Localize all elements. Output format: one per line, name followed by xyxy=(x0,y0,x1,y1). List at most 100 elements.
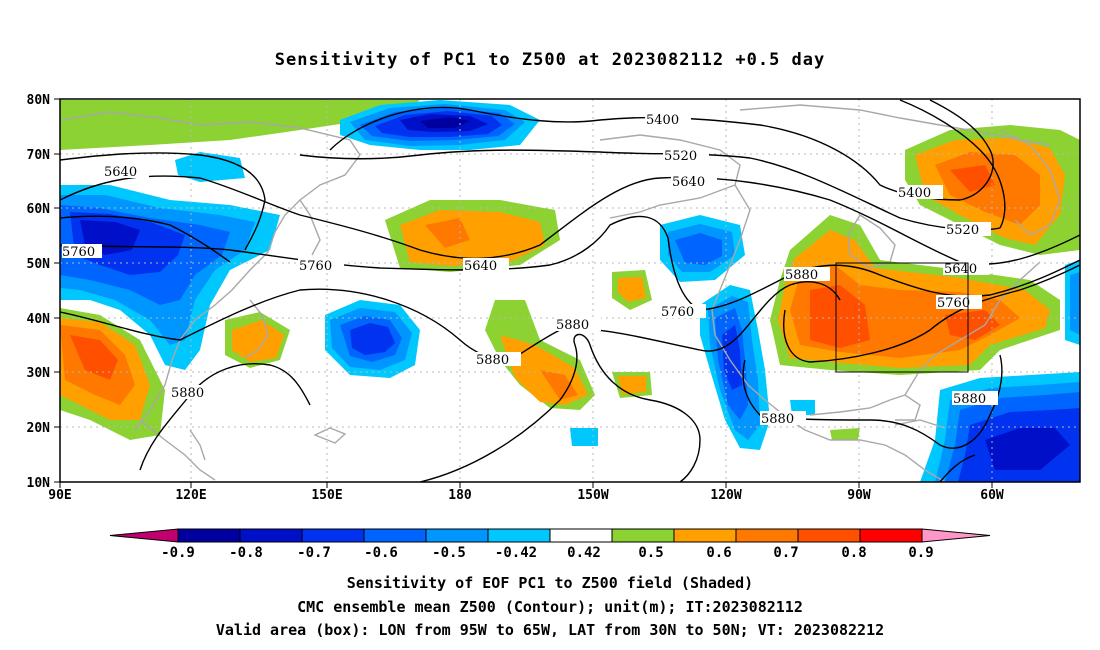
contour-5880-gulf xyxy=(742,354,1003,449)
svg-text:5880: 5880 xyxy=(171,386,204,401)
colorbar-label: 0.5 xyxy=(638,545,663,561)
coast-hudson xyxy=(847,214,896,269)
shade-e-mb xyxy=(1070,272,1080,335)
caption-shaded: Sensitivity of EOF PC1 to Z500 field (Sh… xyxy=(346,574,754,592)
colorbar-label: 0.9 xyxy=(908,545,933,561)
caption-valid-area: Valid area (box): LON from 95W to 65W, L… xyxy=(215,621,885,639)
contour-label: 5880 xyxy=(475,352,521,368)
lat-label: 50N xyxy=(27,257,51,272)
lat-label: 70N xyxy=(27,148,51,163)
lat-axis-labels: 80N 70N 60N 50N 40N 30N 20N 10N xyxy=(27,93,51,491)
svg-text:5520: 5520 xyxy=(946,223,979,238)
shade-japan-orange xyxy=(232,320,284,362)
shade-midpacific-dkorange xyxy=(425,218,470,248)
contour-label: 5880 xyxy=(760,411,806,427)
colorbar-arrow-low xyxy=(109,528,179,543)
colorbar-cell xyxy=(363,528,427,543)
contour-5760-w2 xyxy=(60,215,231,263)
contour-5880-sw xyxy=(139,363,311,471)
coast-philippines xyxy=(189,429,206,461)
shade-trop-lb xyxy=(570,428,598,446)
lon-label: 120W xyxy=(710,488,741,503)
contour-label: 5760 xyxy=(936,295,982,311)
svg-text:5520: 5520 xyxy=(664,149,697,164)
shade-sub-orange xyxy=(618,376,646,394)
colorbar-cells xyxy=(109,528,991,543)
coast-central-america xyxy=(804,429,946,482)
map-frame xyxy=(59,98,1081,483)
contour-label: 5880 xyxy=(784,267,830,283)
contour-label: 5880 xyxy=(555,317,601,333)
colorbar-label: 0.6 xyxy=(706,545,731,561)
colorbar-label: -0.7 xyxy=(297,545,331,561)
lat-label: 10N xyxy=(27,476,51,491)
contour-5880-carib xyxy=(939,454,976,482)
coast-japan xyxy=(244,299,269,359)
svg-text:5640: 5640 xyxy=(672,175,705,190)
contour-label: 5640 xyxy=(671,174,717,190)
lon-label: 180 xyxy=(448,488,472,503)
shade-gulf-green xyxy=(830,428,860,440)
coast-cuba xyxy=(894,419,946,429)
lon-label: 60W xyxy=(980,488,1004,503)
shade-us-orangered xyxy=(810,285,870,348)
svg-text:5640: 5640 xyxy=(104,165,137,180)
shade-n-darknavy xyxy=(420,117,470,128)
contour-labels: 5400 5520 5640 5760 5880 5640 5760 5880 … xyxy=(62,112,998,427)
contour-5520-east xyxy=(899,99,1006,229)
colorbar-label: -0.8 xyxy=(229,545,263,561)
contour-label: 5400 xyxy=(897,185,943,201)
shade-np-db xyxy=(350,323,395,355)
svg-text:5880: 5880 xyxy=(785,268,818,283)
lon-label: 90E xyxy=(48,488,71,503)
contour-5880-b xyxy=(783,264,1080,363)
contour-label: 5640 xyxy=(943,261,989,277)
colorbar-label: 0.8 xyxy=(841,545,866,561)
svg-text:5400: 5400 xyxy=(898,186,931,201)
svg-text:5640: 5640 xyxy=(944,262,977,277)
shading-darknavy-regions xyxy=(420,117,470,128)
lon-label: 120E xyxy=(175,488,206,503)
contour-label: 5640 xyxy=(463,258,509,274)
lat-label: 40N xyxy=(27,312,51,327)
contour-label: 5880 xyxy=(952,391,998,407)
svg-text:5760: 5760 xyxy=(299,259,332,274)
contour-5640 xyxy=(60,175,1080,265)
contour-5880-south xyxy=(419,333,701,482)
shade-ne-pac-orange xyxy=(618,277,646,302)
colorbar-cell xyxy=(611,528,675,543)
lat-label: 30N xyxy=(27,366,51,381)
shade-atl-orangered xyxy=(950,165,995,192)
svg-text:5880: 5880 xyxy=(556,318,589,333)
colorbar-labels: -0.9 -0.8 -0.7 -0.6 -0.5 -0.42 0.42 0.5 … xyxy=(161,545,934,561)
coast-gulf xyxy=(809,394,921,421)
lat-label: 20N xyxy=(27,421,51,436)
shade-ak-b xyxy=(675,233,722,265)
colorbar-cell xyxy=(797,528,861,543)
lon-label: 150W xyxy=(577,488,608,503)
shade-atl-navy xyxy=(985,428,1070,470)
lon-label: 90W xyxy=(847,488,871,503)
lat-label: 80N xyxy=(27,93,51,108)
colorbar-cell xyxy=(301,528,365,543)
svg-text:5760: 5760 xyxy=(661,305,694,320)
colorbar-cell xyxy=(239,528,303,543)
coast-kamchatka xyxy=(299,199,321,256)
colorbar-cell xyxy=(177,528,241,543)
shading-orangered-regions xyxy=(70,165,1000,380)
shade-sw-orangered xyxy=(70,335,118,380)
colorbar-cell xyxy=(425,528,489,543)
contour-label: 5760 xyxy=(298,258,344,274)
svg-text:5400: 5400 xyxy=(646,113,679,128)
contour-5760 xyxy=(60,215,1080,311)
svg-text:5880: 5880 xyxy=(953,392,986,407)
coast-asia-arctic xyxy=(60,111,361,156)
contour-5640-west xyxy=(60,152,266,251)
colorbar-label: 0.7 xyxy=(773,545,798,561)
chart-title: Sensitivity of PC1 to Z500 at 2023082112… xyxy=(274,50,826,70)
svg-text:5760: 5760 xyxy=(62,245,95,260)
shade-us2-orangered xyxy=(945,310,1000,340)
colorbar-label: -0.9 xyxy=(161,545,195,561)
axis-ticks xyxy=(54,98,993,488)
